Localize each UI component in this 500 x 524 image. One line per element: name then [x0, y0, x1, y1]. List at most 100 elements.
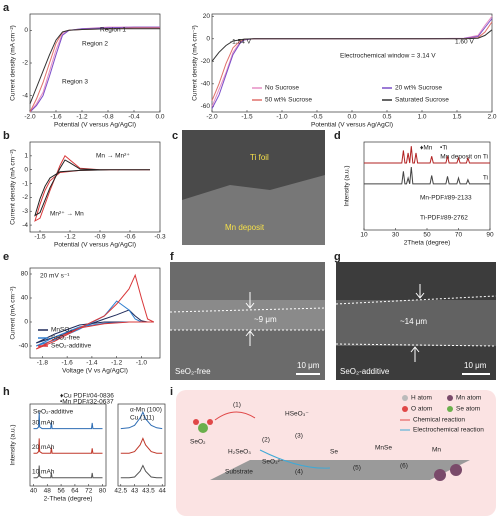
legend-text: Electrochemical reaction: [413, 427, 484, 434]
diagram-label: (1): [233, 402, 241, 409]
x-tick-label: 0.0: [347, 114, 356, 121]
plot-frame: [211, 13, 493, 113]
y-axis-label: Current density (mA cm⁻²): [10, 25, 17, 101]
atom: [198, 423, 208, 433]
image-label: SeO₂-free: [175, 367, 211, 376]
panel-label: d: [334, 130, 341, 142]
diagram-label: SeO₃²⁻: [262, 459, 284, 466]
diagram-label: Se: [330, 449, 338, 456]
x-tick-label: -1.0: [276, 114, 288, 121]
annotation: Region 2: [82, 41, 108, 48]
plot-frame: [29, 403, 107, 487]
data-line: [120, 410, 163, 430]
panel-label: c: [172, 130, 178, 142]
atom: [207, 419, 213, 425]
annotation: Region 3: [62, 79, 88, 86]
legend-label: MnSO₄: [51, 327, 72, 334]
x-tick-label: 43.5: [142, 488, 155, 495]
diagram-label: H₂SeO₃: [228, 449, 251, 456]
x-tick-label: -1.4: [86, 360, 98, 367]
x-tick-label: -1.5: [34, 234, 46, 241]
legend-text: H atom: [411, 395, 432, 402]
x-tick-label: -0.4: [128, 114, 140, 121]
annotation: 1.60 V: [455, 39, 474, 46]
substrate: [210, 460, 470, 480]
y-tick-label: -40: [201, 81, 211, 88]
panel-label: f: [170, 251, 174, 263]
x-axis-label: Potential (V versus Ag/AgCl): [54, 242, 136, 249]
y-axis-label: Intensity (a.u.): [344, 165, 351, 206]
legend-text: O atom: [411, 406, 432, 413]
diagram-label: Substrate: [225, 469, 253, 476]
x-tick-label: 42.5: [114, 488, 127, 495]
legend-label: 20 wt% Sucrose: [395, 85, 442, 92]
x-axis-label: Voltage (V vs Ag/AgCl): [62, 368, 128, 375]
y-tick-label: 40: [21, 295, 29, 302]
data-line: [211, 15, 493, 107]
data-line: [211, 29, 493, 62]
data-line: [34, 159, 150, 217]
y-axis-label: Current density (mA cm⁻²): [192, 25, 199, 101]
x-tick-label: -1.2: [64, 234, 76, 241]
legend-label: Saturated Sucrose: [395, 97, 449, 104]
x-tick-label: 0.5: [382, 114, 391, 121]
data-line: [211, 18, 493, 109]
series-label: 10 mAh: [32, 469, 55, 476]
annotation: Electrochemical window = 3.14 V: [340, 53, 436, 60]
annotation: Ti-PDF#89-2762: [420, 215, 468, 222]
plot-frame: [29, 141, 161, 233]
legend-text: Se atom: [456, 406, 480, 413]
legend-label: SeO₂-additive: [51, 343, 91, 350]
x-tick-label: 0.0: [155, 114, 164, 121]
data-line: [33, 412, 103, 430]
y-axis-label: Current (mA cm⁻²): [10, 286, 17, 339]
x-axis-label: Potential (V versus Ag/AgCl): [311, 122, 393, 129]
series-label: 20 mAh: [32, 444, 55, 451]
diagram-label: Mn: [432, 447, 441, 454]
dashed-line: [335, 295, 497, 305]
scale-label: 10 μm: [464, 361, 487, 370]
series-label: Mn deposit on Ti: [440, 154, 488, 161]
x-axis-label: 2Theta (degree): [404, 240, 451, 247]
data-line: [33, 465, 103, 479]
y-tick-label: -4: [22, 222, 28, 229]
x-tick-label: -2.0: [24, 114, 36, 121]
x-tick-label: -2.0: [206, 114, 218, 121]
data-line: [29, 26, 160, 113]
y-tick-label: -2: [22, 194, 28, 201]
x-tick-label: -0.3: [154, 234, 166, 241]
legend-text: Mn atom: [456, 395, 481, 402]
annotation: •Mn PDF#32-0637: [60, 399, 114, 406]
data-line: [120, 437, 163, 454]
legend-label: SeO₂-free: [51, 335, 80, 342]
data-line: [211, 21, 493, 101]
annotation: α-Mn (100): [130, 407, 162, 414]
panel-label: g: [334, 251, 341, 263]
plot-frame: [117, 403, 166, 487]
arrow: [245, 292, 255, 346]
legend-dot: [447, 395, 453, 401]
data-line: [364, 167, 490, 185]
arrow: [259, 449, 331, 469]
atom: [193, 419, 199, 425]
image-label: SeO₂-additive: [340, 367, 390, 376]
diagram-label: SeO₂: [190, 439, 206, 446]
x-tick-label: 50: [423, 232, 431, 239]
y-tick-label: -60: [201, 103, 211, 110]
data-line: [29, 26, 160, 113]
annotation: 20 mV s⁻¹: [40, 273, 70, 280]
scale-label: 10 μm: [297, 361, 320, 370]
x-tick-label: 1.5: [452, 114, 461, 121]
y-tick-label: 0: [24, 27, 28, 34]
x-tick-label: 10: [360, 232, 368, 239]
annotation: Mn → Mn²⁺: [96, 153, 130, 160]
x-tick-label: 30: [392, 232, 400, 239]
x-tick-label: 56: [57, 488, 65, 495]
annotation: ♦Cu PDF#04-0836: [60, 393, 114, 400]
x-tick-label: -1.6: [62, 360, 74, 367]
annotation: Region 1: [100, 27, 126, 34]
x-tick-label: -0.5: [311, 114, 323, 121]
diagram-label: (6): [400, 463, 408, 470]
data-line: [33, 438, 103, 454]
